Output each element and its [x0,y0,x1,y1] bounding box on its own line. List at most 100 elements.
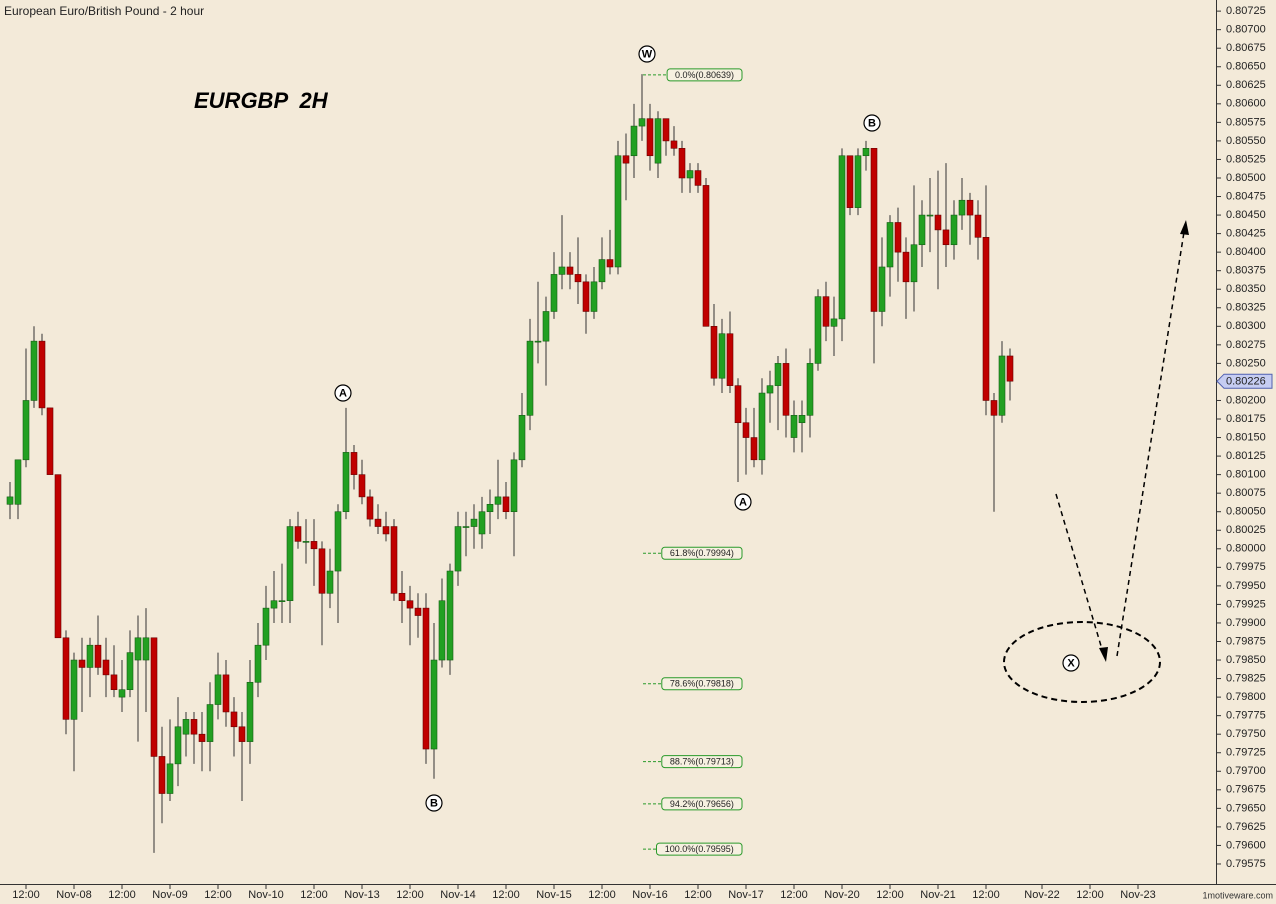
candle-body [502,496,510,513]
y-tick-label: 0.80625 [1226,79,1266,91]
candle-body [390,526,398,594]
candle-body [382,526,390,535]
y-tick-label: 0.79925 [1226,598,1266,610]
wave-marker [734,493,752,511]
candle-body [38,340,46,409]
candle-body [742,422,750,438]
candle-body [614,155,622,268]
candle-body [654,118,662,164]
x-tick-label: Nov-15 [536,889,571,901]
y-tick-label: 0.80300 [1226,320,1266,332]
candle-body [150,637,158,757]
candle-body [646,118,654,157]
wave-marker [638,45,656,63]
candle-body [974,214,982,238]
candle-body [318,548,326,594]
candle-body [30,340,38,401]
candle-body [366,496,374,520]
y-tick-label: 0.79825 [1226,672,1266,684]
arrow-head [1099,647,1108,662]
candle-body [46,407,54,475]
x-tick-label: Nov-21 [920,889,955,901]
candle-body [686,170,694,179]
candle-body [70,659,78,720]
candle-body [726,333,734,386]
x-tick-label: Nov-23 [1120,889,1155,901]
x-tick-label: Nov-10 [248,889,283,901]
candle-body [478,511,486,535]
y-tick-label: 0.80475 [1226,190,1266,202]
wave-label: A [739,496,747,508]
candle-body [358,474,366,498]
x-tick-label: Nov-13 [344,889,379,901]
wave-label: B [868,117,876,129]
candle-body [806,363,814,416]
candle-body [838,155,846,320]
candle-body [118,689,126,698]
y-tick-label: 0.80200 [1226,394,1266,406]
y-tick-label: 0.79975 [1226,561,1266,573]
candle-body [350,452,358,475]
x-tick-label: Nov-17 [728,889,763,901]
candle-body [830,318,838,327]
candle-body [158,756,166,794]
candle-body [406,600,414,609]
candle-body [286,526,294,602]
last-price-label: 0.80226 [1226,376,1266,388]
candle-body [782,363,790,416]
candle-body [22,400,30,461]
candle-body [582,281,590,312]
wave-label: B [430,797,438,809]
y-tick-label: 0.80100 [1226,469,1266,481]
candle-body [630,125,638,157]
candle-body [790,415,798,438]
y-tick-label: 0.80150 [1226,431,1266,443]
candle-body [878,266,886,312]
candle-body [326,570,334,594]
candle-body [374,518,382,527]
candle-body [446,570,454,661]
fib-box [661,677,743,691]
candle-body [902,251,910,283]
candle-body [598,259,606,283]
x-tick-label: 12:00 [108,889,136,901]
fib-box [661,755,743,769]
candle-body [550,274,558,312]
y-tick-label: 0.79750 [1226,728,1266,740]
x-tick-label: 12:00 [300,889,328,901]
y-tick-label: 0.80400 [1226,246,1266,258]
candle-body [470,518,478,527]
candle-body [814,296,822,364]
candle-body [622,155,630,164]
candle-body [998,355,1006,416]
candle-body [302,541,310,543]
candle-body [774,363,782,386]
candle-body [278,600,286,603]
fib-box [666,68,743,82]
candle-body [190,719,198,735]
candle-body [126,652,134,690]
y-tick-label: 0.80250 [1226,357,1266,369]
fib-label: 100.0%(0.79595) [665,844,734,854]
candle-body [518,415,526,461]
y-tick-label: 0.79575 [1226,858,1266,870]
candle-body [102,659,110,676]
y-tick-label: 0.80125 [1226,450,1266,462]
candle-body [94,644,102,668]
candle-body [270,600,278,609]
candle-body [750,437,758,461]
wave-label: X [1067,657,1075,669]
target-ellipse [1003,621,1161,703]
candle-body [174,726,182,765]
fib-label: 88.7%(0.79713) [670,757,734,767]
candle-body [846,155,854,208]
candle-body [958,199,966,216]
y-tick-label: 0.80700 [1226,24,1266,36]
y-tick-label: 0.80325 [1226,302,1266,314]
candle-body [462,526,470,528]
candle-body [966,199,974,216]
candle-body [86,644,94,668]
fib-box [656,842,743,856]
candle-body [206,704,214,742]
